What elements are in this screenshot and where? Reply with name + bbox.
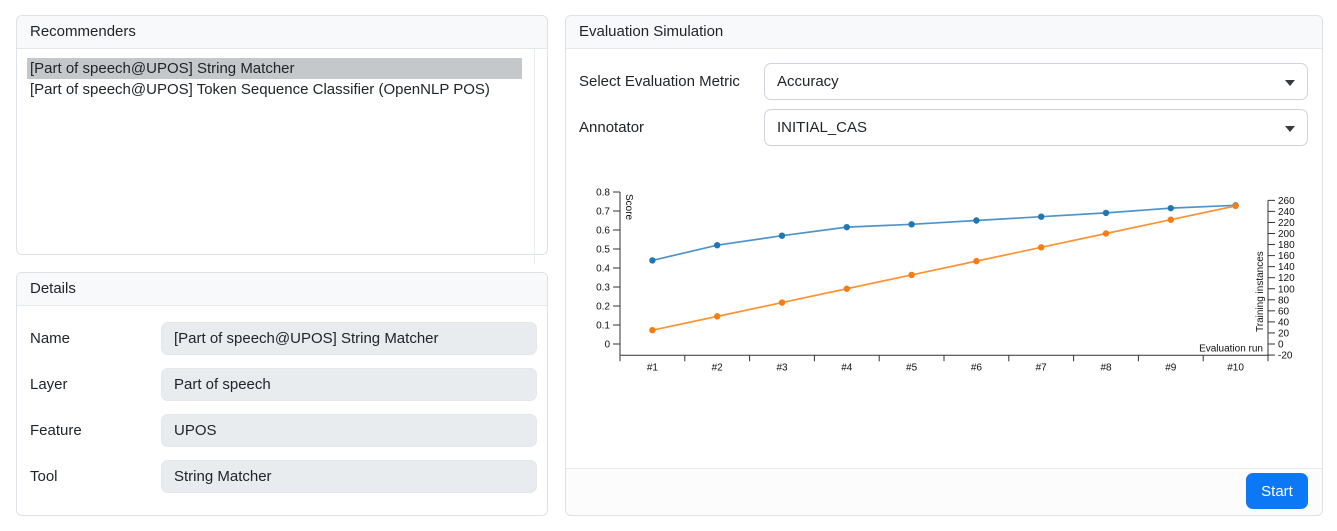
details-form: Name Layer Feature Tool xyxy=(17,306,547,516)
recommenders-panel: Recommenders [Part of speech@UPOS] Strin… xyxy=(16,15,548,264)
caret-down-icon xyxy=(1285,80,1295,86)
recommenders-panel-title: Recommenders xyxy=(17,16,547,49)
metric-select[interactable]: Accuracy xyxy=(764,63,1308,100)
svg-text:#5: #5 xyxy=(906,362,918,373)
annotator-select[interactable]: INITIAL_CAS xyxy=(764,109,1308,146)
evaluation-panel-title: Evaluation Simulation xyxy=(566,16,1322,49)
annotator-label: Annotator xyxy=(579,119,645,136)
svg-text:0.5: 0.5 xyxy=(596,245,610,256)
list-scrollbar-track[interactable] xyxy=(534,49,535,264)
svg-text:#7: #7 xyxy=(1036,362,1048,373)
svg-text:#4: #4 xyxy=(841,362,853,373)
svg-text:0.6: 0.6 xyxy=(596,226,610,237)
metric-label: Select Evaluation Metric xyxy=(579,73,740,90)
details-panel-title: Details xyxy=(17,273,547,306)
evaluation-footer: Start xyxy=(566,468,1322,515)
svg-text:260: 260 xyxy=(1278,196,1295,207)
svg-text:0: 0 xyxy=(604,340,610,351)
svg-text:180: 180 xyxy=(1278,240,1295,251)
svg-text:20: 20 xyxy=(1278,328,1290,339)
svg-text:0.7: 0.7 xyxy=(596,207,610,218)
svg-text:100: 100 xyxy=(1278,284,1295,295)
svg-text:#6: #6 xyxy=(971,362,983,373)
svg-text:0.1: 0.1 xyxy=(596,321,610,332)
detail-row-name: Name xyxy=(17,322,547,355)
svg-text:40: 40 xyxy=(1278,317,1290,328)
details-panel: Details Name Layer Feature Tool xyxy=(16,272,548,516)
svg-text:140: 140 xyxy=(1278,262,1295,273)
feature-field[interactable] xyxy=(161,414,537,447)
svg-text:#3: #3 xyxy=(776,362,788,373)
svg-text:0.8: 0.8 xyxy=(596,188,610,199)
svg-text:120: 120 xyxy=(1278,273,1295,284)
name-field[interactable] xyxy=(161,322,537,355)
feature-label: Feature xyxy=(30,422,82,439)
svg-text:Training instances: Training instances xyxy=(1255,251,1266,332)
detail-row-feature: Feature xyxy=(17,414,547,447)
svg-text:200: 200 xyxy=(1278,229,1295,240)
svg-text:0.3: 0.3 xyxy=(596,283,610,294)
svg-text:160: 160 xyxy=(1278,251,1295,262)
recommender-list-item[interactable]: [Part of speech@UPOS] Token Sequence Cla… xyxy=(30,81,490,98)
annotator-row: Annotator INITIAL_CAS xyxy=(566,109,1322,146)
evaluation-chart: 00.10.20.30.40.50.60.70.8-20020406080100… xyxy=(596,188,1295,374)
recommender-list: [Part of speech@UPOS] String Matcher [Pa… xyxy=(17,49,547,264)
svg-text:#9: #9 xyxy=(1165,362,1177,373)
svg-text:Score: Score xyxy=(623,194,634,221)
metric-row: Select Evaluation Metric Accuracy xyxy=(566,63,1322,100)
start-button[interactable]: Start xyxy=(1246,473,1308,509)
svg-text:0.4: 0.4 xyxy=(596,264,610,275)
svg-text:Evaluation run: Evaluation run xyxy=(1199,344,1263,355)
svg-text:-20: -20 xyxy=(1278,351,1293,362)
svg-text:220: 220 xyxy=(1278,218,1295,229)
tool-label: Tool xyxy=(30,468,58,485)
recommender-list-item[interactable]: [Part of speech@UPOS] String Matcher xyxy=(27,58,522,79)
layer-label: Layer xyxy=(30,376,68,393)
annotator-select-value: INITIAL_CAS xyxy=(777,119,868,136)
svg-text:80: 80 xyxy=(1278,295,1290,306)
detail-row-tool: Tool xyxy=(17,460,547,493)
tool-field[interactable] xyxy=(161,460,537,493)
name-label: Name xyxy=(30,330,71,347)
evaluation-simulation-panel: Evaluation Simulation Select Evaluation … xyxy=(565,15,1323,516)
svg-text:#8: #8 xyxy=(1100,362,1112,373)
layer-field[interactable] xyxy=(161,368,537,401)
svg-text:0: 0 xyxy=(1278,340,1284,351)
caret-down-icon xyxy=(1285,126,1295,132)
svg-text:#10: #10 xyxy=(1227,362,1244,373)
metric-select-value: Accuracy xyxy=(777,73,839,90)
evaluation-body: Select Evaluation Metric Accuracy Annota… xyxy=(566,49,1322,469)
svg-text:0.2: 0.2 xyxy=(596,302,610,313)
svg-text:#1: #1 xyxy=(647,362,659,373)
detail-row-layer: Layer xyxy=(17,368,547,401)
svg-text:240: 240 xyxy=(1278,207,1295,218)
svg-text:60: 60 xyxy=(1278,306,1290,317)
svg-text:#2: #2 xyxy=(712,362,724,373)
